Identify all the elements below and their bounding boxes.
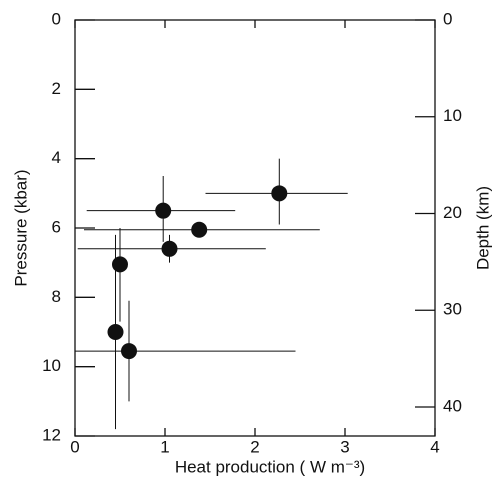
y-tick-label: 10 [42,356,61,375]
y2-axis-label: Depth (km) [473,186,492,270]
data-point [161,240,178,257]
y-tick-label: 0 [52,9,61,28]
data-point [121,343,137,360]
y-tick-label: 2 [52,79,61,98]
data-point [107,324,124,340]
y2-tick-label: 40 [443,396,462,415]
y2-tick-label: 30 [443,300,462,319]
y-axis-label: Pressure (kbar) [11,169,30,286]
y-tick-label: 8 [52,287,61,306]
data-point [191,221,208,238]
data-point [155,202,172,219]
x-tick-label: 3 [340,437,349,456]
y-tick-label: 4 [52,148,61,167]
x-tick-label: 1 [160,437,169,456]
x-tick-label: 0 [70,437,79,456]
x-axis-label: Heat production ( W m⁻³) [175,457,365,476]
y2-tick-label: 0 [443,9,452,28]
data-point [271,185,288,202]
y-tick-label: 6 [52,217,61,236]
data-point [112,256,128,273]
x-tick-label: 4 [430,437,439,456]
y-tick-label: 12 [42,425,61,444]
y2-tick-label: 20 [443,203,462,222]
y2-tick-label: 10 [443,106,462,125]
x-tick-label: 2 [250,437,259,456]
